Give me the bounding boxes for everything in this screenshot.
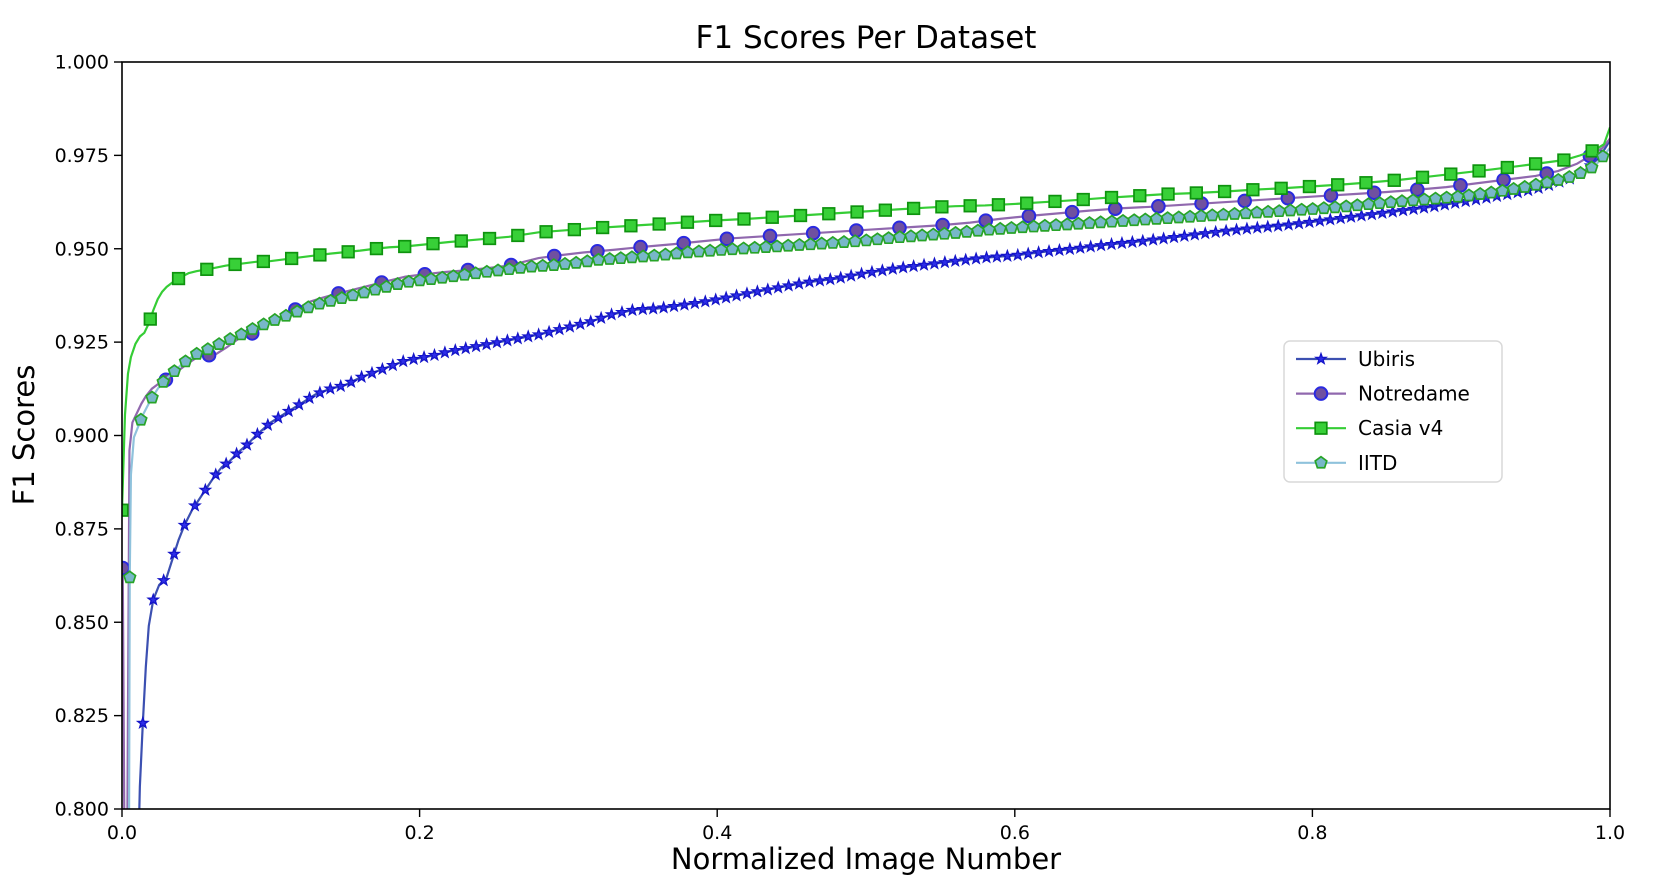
y-tick-label: 0.925 [55,332,109,354]
x-axis-label: Normalized Image Number [670,842,1062,876]
y-axis-label: F1 Scores [7,364,41,506]
legend: Ubiris Notredame Casia v4 IITD [1283,340,1503,483]
y-tick-label: 0.825 [55,705,109,727]
series-line-iitd [127,147,1610,809]
legend-label-iitd: IITD [1358,451,1397,475]
legend-label-casia-v4: Casia v4 [1358,416,1443,440]
legend-item-iitd: IITD [1296,451,1397,475]
chart-title: F1 Scores Per Dataset [695,20,1037,56]
series-markers-iitd [122,149,1610,584]
y-tick-label: 0.800 [55,799,109,821]
x-axis-ticks: 0.0 0.2 0.4 0.6 0.8 1.0 [107,809,1625,844]
series-markers-casia-v4 [122,144,1599,517]
y-tick-label: 0.875 [55,518,109,540]
legend-box [1283,340,1503,483]
x-tick-label: 0.4 [702,822,732,844]
legend-label-ubiris: Ubiris [1358,347,1415,371]
legend-label-notredame: Notredame [1358,382,1470,406]
x-tick-label: 1.0 [1595,822,1625,844]
x-tick-label: 0.2 [404,822,434,844]
y-axis-ticks: 0.800 0.825 0.850 0.875 0.900 0.925 0.950 0.975… [55,52,122,821]
x-tick-label: 0.0 [107,822,137,844]
y-tick-label: 0.900 [55,425,109,447]
legend-item-ubiris: Ubiris [1296,347,1415,371]
y-tick-label: 0.975 [55,145,109,167]
x-tick-label: 0.6 [1000,822,1030,844]
y-tick-label: 0.850 [55,612,109,634]
legend-item-casia-v4: Casia v4 [1296,416,1443,440]
y-tick-label: 0.950 [55,238,109,260]
y-tick-label: 1.000 [55,52,109,74]
x-tick-label: 0.8 [1297,822,1327,844]
series-line-ubiris [138,139,1610,809]
legend-item-notredame: Notredame [1296,382,1470,406]
series-layer [122,126,1610,809]
